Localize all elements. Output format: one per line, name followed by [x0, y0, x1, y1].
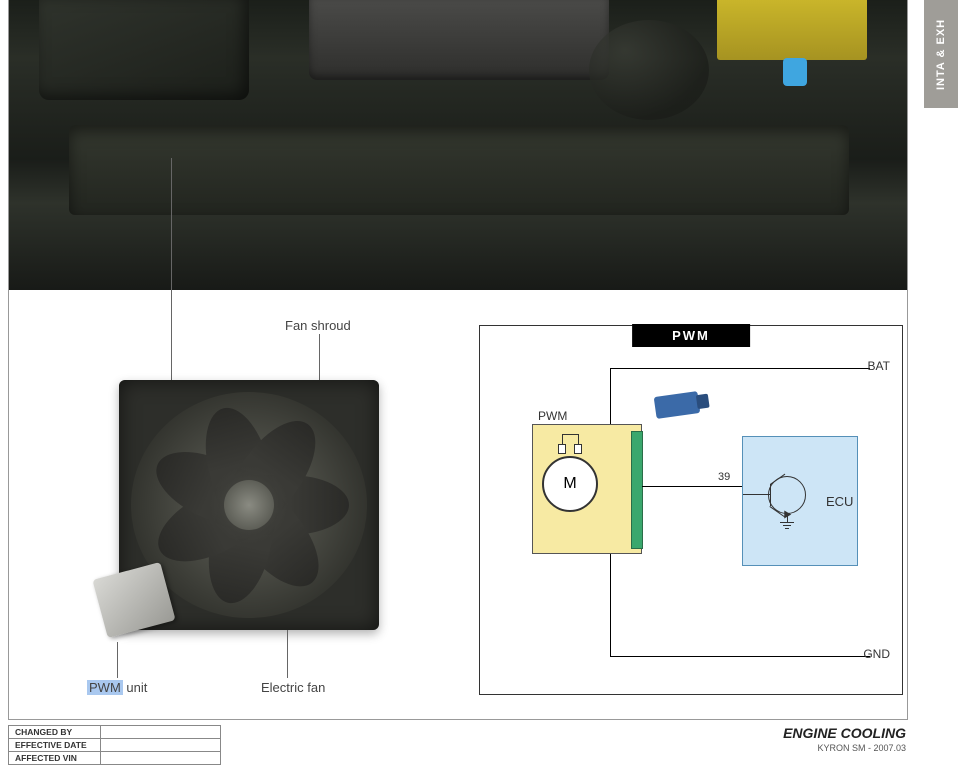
- cell-label: AFFECTED VIN: [9, 752, 101, 765]
- wire: [610, 656, 870, 657]
- connector-icon: [654, 391, 701, 419]
- engine-cover: [309, 0, 609, 80]
- wire: [743, 494, 771, 495]
- manual-page: Fan shroud PWM unit Electric fan PWM BAT…: [8, 0, 908, 720]
- section-title: ENGINE COOLING: [783, 725, 906, 741]
- wire: [578, 434, 579, 444]
- table-row: EFFECTIVE DATE: [9, 739, 221, 752]
- label-fan-shroud: Fan shroud: [285, 318, 351, 333]
- label-pin-39: 39: [718, 471, 730, 483]
- callout-leader: [117, 642, 118, 678]
- wire: [610, 368, 870, 369]
- wire: [642, 486, 742, 487]
- wire: [610, 368, 611, 424]
- label-pwm-block: PWM: [538, 409, 567, 423]
- cell-value: [101, 752, 221, 765]
- wire: [562, 434, 563, 444]
- label-electric-fan: Electric fan: [261, 680, 325, 695]
- document-id: KYRON SM - 2007.03: [783, 743, 906, 753]
- cell-label: EFFECTIVE DATE: [9, 739, 101, 752]
- table-row: CHANGED BY: [9, 726, 221, 739]
- callout-leader: [319, 334, 320, 382]
- cell-value: [101, 739, 221, 752]
- diagram-title: PWM: [632, 324, 750, 347]
- cell-value: [101, 726, 221, 739]
- hoses: [589, 20, 709, 120]
- fan-rotor: [131, 392, 367, 618]
- highlight-text: PWM: [87, 680, 123, 695]
- pcb-strip: [631, 431, 643, 549]
- motor-terminal: [574, 444, 582, 454]
- battery: [717, 0, 867, 60]
- engine-bay-photo: [9, 0, 907, 290]
- air-filter-box: [39, 0, 249, 100]
- table-row: AFFECTED VIN: [9, 752, 221, 765]
- label-gnd: GND: [863, 647, 890, 661]
- fan-assembly-illustration: [99, 380, 399, 648]
- revision-table: CHANGED BY EFFECTIVE DATE AFFECTED VIN: [8, 725, 221, 765]
- wire: [770, 484, 771, 506]
- page-footer: CHANGED BY EFFECTIVE DATE AFFECTED VIN E…: [8, 725, 952, 767]
- label-pwm-unit: PWM unit: [87, 680, 147, 695]
- label-bat: BAT: [868, 359, 890, 373]
- label-ecu: ECU: [826, 494, 853, 509]
- footer-title-block: ENGINE COOLING KYRON SM - 2007.03: [783, 725, 906, 753]
- motor-symbol: M: [542, 456, 598, 512]
- fan-hub: [224, 480, 274, 530]
- cell-label: CHANGED BY: [9, 726, 101, 739]
- motor-terminal: [558, 444, 566, 454]
- wire: [562, 434, 579, 435]
- washer-cap: [783, 58, 807, 86]
- wire: [610, 554, 611, 656]
- wiring-diagram: PWM BAT PWM M 39 ECU GND: [479, 325, 903, 695]
- section-tab: INTA & EXH: [924, 0, 958, 108]
- callout-leader: [287, 630, 288, 678]
